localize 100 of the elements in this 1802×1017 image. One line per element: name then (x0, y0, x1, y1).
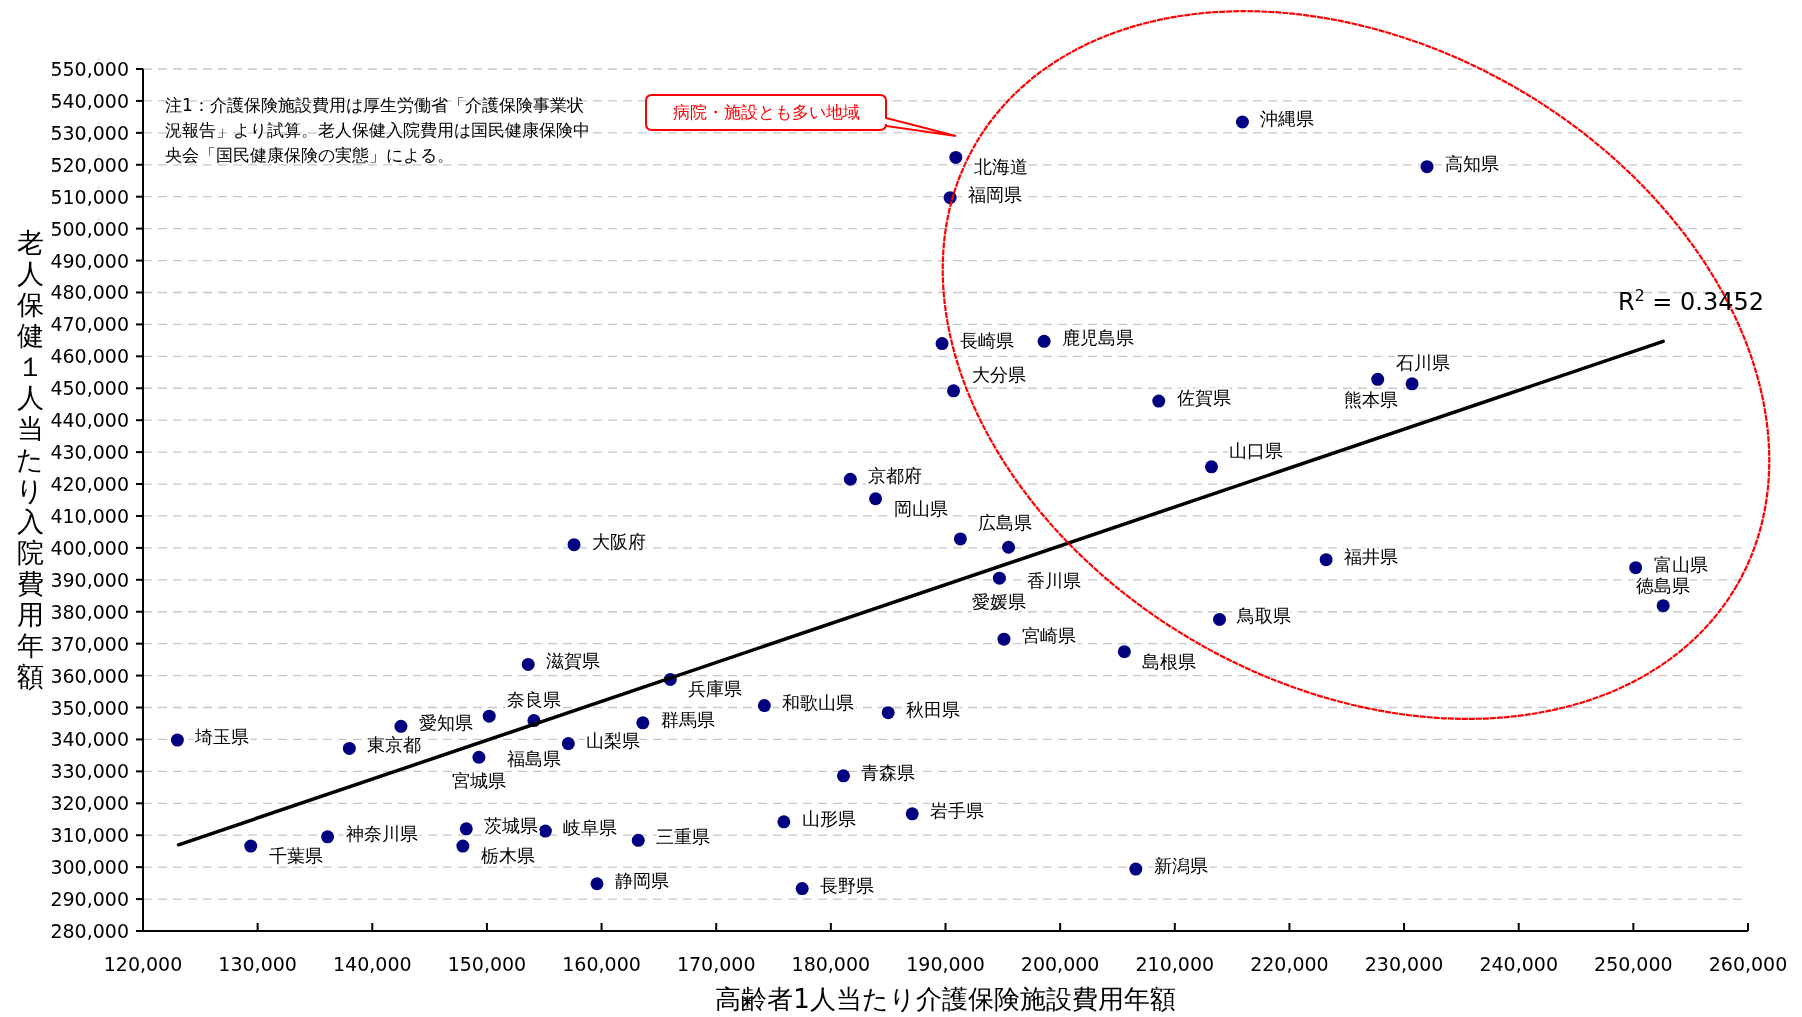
point (1235, 115, 1249, 129)
point (1371, 372, 1385, 386)
point (905, 807, 919, 821)
annotation: 佐賀県 (1176, 387, 1231, 409)
annotation: 注1：介護保険施設費用は厚生労働省「介護保険事業状況報告」より試算。老人保健入院費用は国民健康保険中央会「国民健康保険の実態」による。 (165, 95, 590, 165)
x-tick-label: 250,000 (1594, 953, 1673, 975)
annotation: 福岡県 (968, 183, 1023, 205)
y-tick-label: 400,000 (50, 536, 129, 559)
annotation: 愛媛県 (972, 591, 1027, 613)
annotation: 山口県 (1229, 439, 1284, 461)
annotation: 埼玉県 (194, 726, 250, 748)
point (1420, 160, 1434, 174)
annotation: 長崎県 (960, 329, 1015, 351)
annotation: 広島県 (978, 511, 1033, 533)
point (1213, 612, 1226, 626)
annotation: 山形県 (801, 807, 856, 829)
point (881, 706, 895, 720)
x-tick-label: 180,000 (791, 953, 871, 975)
annotation: 京都府 (868, 465, 923, 487)
point (1129, 862, 1143, 876)
y-tick-label: 540,000 (50, 89, 129, 112)
y-tick-label: 420,000 (50, 473, 129, 496)
y-tick-label: 320,000 (50, 792, 129, 815)
y-tick-label: 310,000 (50, 824, 129, 847)
point (836, 769, 850, 783)
y-tick-label: 330,000 (50, 760, 129, 783)
point (631, 833, 645, 847)
point (244, 839, 258, 853)
point (1319, 553, 1333, 567)
point (1117, 645, 1131, 659)
text: 老人保健１人当たり入院費用年額 (16, 227, 44, 692)
y-tick-label: 520,000 (50, 153, 129, 176)
point (1152, 394, 1166, 408)
annotation: 神奈川県 (345, 822, 418, 844)
x-tick-label: 230,000 (1364, 953, 1444, 975)
annotation: 静岡県 (614, 869, 669, 891)
annotation: 石川県 (1395, 352, 1450, 374)
y-tick-label: 430,000 (50, 441, 129, 464)
point (1037, 334, 1051, 348)
annotation: 福島県 (506, 747, 561, 769)
annotation: 香川県 (1026, 570, 1081, 592)
annotation: 岩手県 (930, 799, 985, 821)
annotation: 沖縄県 (1260, 108, 1315, 129)
point (757, 699, 771, 713)
point (538, 824, 552, 838)
annotation: 奈良県 (507, 689, 562, 711)
annotation: 三重県 (656, 826, 711, 848)
x-tick-label: 160,000 (562, 953, 641, 975)
y-tick-label: 530,000 (50, 121, 129, 144)
y-tick-label: 350,000 (50, 696, 129, 719)
y-tick-label: 470,000 (50, 313, 129, 336)
y-tick-label: 280,000 (50, 920, 129, 942)
y-tick-label: 340,000 (50, 728, 129, 751)
y-tick-label: 490,000 (50, 249, 129, 272)
y-tick-label: 510,000 (50, 185, 129, 208)
annotation: 千葉県 (268, 845, 323, 867)
annotation: 福井県 (1344, 545, 1399, 567)
annotation: 大分県 (971, 363, 1026, 385)
point (482, 709, 496, 723)
y-tick-label: 380,000 (50, 600, 129, 623)
x-tick-label: 120,000 (103, 953, 183, 975)
annotation: 群馬県 (660, 708, 715, 730)
point (394, 719, 408, 733)
annotation: 青森県 (861, 761, 916, 783)
x-tick-label: 220,000 (1250, 953, 1329, 975)
point (795, 882, 809, 896)
y-tick-label: 290,000 (50, 888, 129, 911)
y-tick-label: 550,000 (50, 58, 129, 80)
x-tick-label: 260,000 (1708, 953, 1788, 975)
y-tick-label: 480,000 (50, 281, 129, 304)
annotation: 鳥取県 (1236, 605, 1292, 627)
y-tick-label: 440,000 (50, 409, 129, 432)
y-tick-label: 390,000 (50, 568, 129, 591)
annotation: R$^{2}$ = 0.3452 (1618, 287, 1764, 316)
annotation: 島根県 (1142, 650, 1197, 672)
point (521, 657, 535, 671)
y-tick-label: 370,000 (50, 632, 129, 655)
annotation: 岡山県 (893, 497, 948, 519)
annotation: 大阪府 (592, 530, 647, 552)
annotation: 和歌山県 (782, 691, 855, 713)
annotation: 茨城県 (484, 814, 539, 836)
point (1002, 540, 1016, 554)
point (1629, 561, 1643, 575)
point (590, 877, 604, 891)
y-tick-label: 450,000 (50, 377, 129, 400)
point (1405, 377, 1419, 391)
x-tick-label: 240,000 (1479, 953, 1558, 975)
y-tick-label: 300,000 (50, 856, 129, 879)
y-tick-label: 410,000 (50, 504, 129, 527)
point (935, 337, 949, 351)
x-tick-label: 130,000 (218, 953, 297, 975)
annotation: 宮城県 (451, 770, 506, 792)
point (953, 532, 967, 546)
annotation: 高知県 (1445, 152, 1499, 174)
point (472, 750, 486, 764)
annotation: 岐阜県 (563, 817, 618, 839)
y-tick-label: 500,000 (50, 217, 129, 240)
y-tick-label: 360,000 (50, 664, 129, 687)
point (777, 815, 791, 829)
y-tick-label: 460,000 (50, 345, 129, 368)
